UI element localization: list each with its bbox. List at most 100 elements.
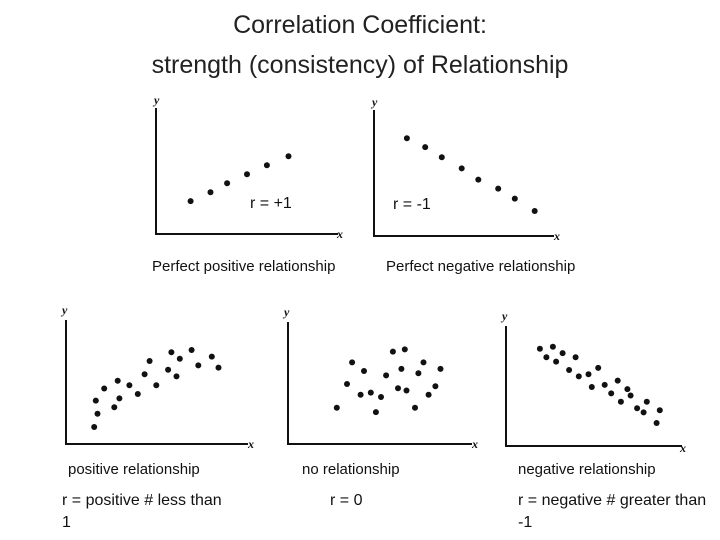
data-point xyxy=(126,382,133,389)
data-point xyxy=(412,404,418,411)
y-axis-letter: y xyxy=(500,309,508,323)
x-axis-letter: x xyxy=(679,441,686,455)
axes xyxy=(155,108,338,235)
data-point xyxy=(601,381,608,388)
note-no-relationship: r = 0 xyxy=(330,492,363,509)
data-points xyxy=(536,343,663,426)
y-axis-letter: y xyxy=(60,303,68,317)
plot-perfect-negative: y x r = -1 xyxy=(370,95,560,243)
caption-negative: negative relationship xyxy=(518,461,656,478)
plot-no-relationship: y x xyxy=(282,305,478,451)
data-point xyxy=(617,398,624,405)
data-point xyxy=(559,350,566,357)
axes xyxy=(505,326,682,447)
x-axis-letter: x xyxy=(247,437,254,451)
data-point xyxy=(383,372,390,379)
data-point xyxy=(141,371,148,378)
data-point xyxy=(168,349,175,356)
axes xyxy=(287,322,472,445)
y-axis-letter: y xyxy=(152,93,160,107)
r-value-label: r = +1 xyxy=(250,195,292,212)
data-point xyxy=(415,370,422,377)
data-point xyxy=(165,366,172,373)
data-point xyxy=(398,365,405,372)
data-point xyxy=(244,171,250,178)
data-point xyxy=(94,410,101,417)
data-point xyxy=(403,387,410,394)
data-points xyxy=(91,347,222,430)
data-point xyxy=(389,348,396,355)
data-point xyxy=(372,409,379,416)
plot-perfect-positive: y x r = +1 xyxy=(152,93,343,241)
caption-positive: positive relationship xyxy=(68,461,200,478)
data-point xyxy=(425,391,432,398)
axes xyxy=(65,320,248,445)
data-point xyxy=(588,384,595,390)
data-point xyxy=(420,359,427,366)
data-points xyxy=(403,135,538,214)
data-points xyxy=(333,346,444,416)
x-axis-letter: x xyxy=(553,229,560,243)
caption-perfect-positive: Perfect positive relationship xyxy=(152,258,336,275)
data-point xyxy=(653,420,660,426)
data-point xyxy=(595,364,602,371)
data-point xyxy=(438,154,445,161)
data-point xyxy=(344,381,350,387)
data-point xyxy=(543,354,550,361)
data-point xyxy=(585,371,592,378)
data-point xyxy=(215,364,222,371)
note-positive: r = positive # less than 1 xyxy=(62,492,222,531)
data-point xyxy=(187,198,194,205)
plot-positive: y x xyxy=(60,303,254,451)
data-point xyxy=(111,404,118,411)
data-point xyxy=(116,395,123,402)
data-point xyxy=(437,365,444,372)
data-point xyxy=(656,407,663,414)
data-point xyxy=(146,358,153,364)
data-point xyxy=(207,189,214,196)
data-point xyxy=(553,358,560,365)
data-points xyxy=(187,153,292,205)
data-point xyxy=(401,346,408,353)
data-point xyxy=(432,383,439,390)
data-point xyxy=(624,386,631,393)
data-point xyxy=(361,368,367,374)
plot-negative: y x xyxy=(500,309,686,455)
data-point xyxy=(566,367,573,373)
data-point xyxy=(378,394,384,400)
data-point xyxy=(195,362,202,369)
data-point xyxy=(367,389,374,396)
axes xyxy=(373,110,554,237)
data-point xyxy=(458,165,465,172)
data-point xyxy=(349,359,356,366)
data-point xyxy=(634,405,641,412)
x-axis-letter: x xyxy=(471,437,478,451)
data-point xyxy=(475,176,482,183)
data-point xyxy=(608,390,615,397)
data-point xyxy=(92,397,99,404)
x-axis-letter: x xyxy=(336,227,343,241)
data-point xyxy=(285,153,292,160)
title-line-2: strength (consistency) of Relationship xyxy=(151,51,569,79)
data-point xyxy=(208,353,215,360)
caption-no-relationship: no relationship xyxy=(302,461,400,478)
data-point xyxy=(333,404,340,411)
data-point xyxy=(173,373,180,380)
title-line-1: Correlation Coefficient: xyxy=(233,11,487,39)
data-point xyxy=(176,355,183,362)
data-point xyxy=(640,409,647,416)
data-point xyxy=(614,377,621,384)
data-point xyxy=(422,144,429,151)
data-point xyxy=(188,347,195,353)
data-point xyxy=(536,345,543,352)
data-point xyxy=(153,382,160,389)
data-point xyxy=(495,185,502,192)
caption-perfect-negative: Perfect negative relationship xyxy=(386,258,576,275)
data-point xyxy=(549,343,556,350)
data-point xyxy=(357,391,364,398)
data-point xyxy=(403,135,410,142)
data-point xyxy=(511,195,518,202)
data-point xyxy=(575,373,582,380)
y-axis-letter: y xyxy=(370,95,378,109)
data-point xyxy=(627,392,634,399)
